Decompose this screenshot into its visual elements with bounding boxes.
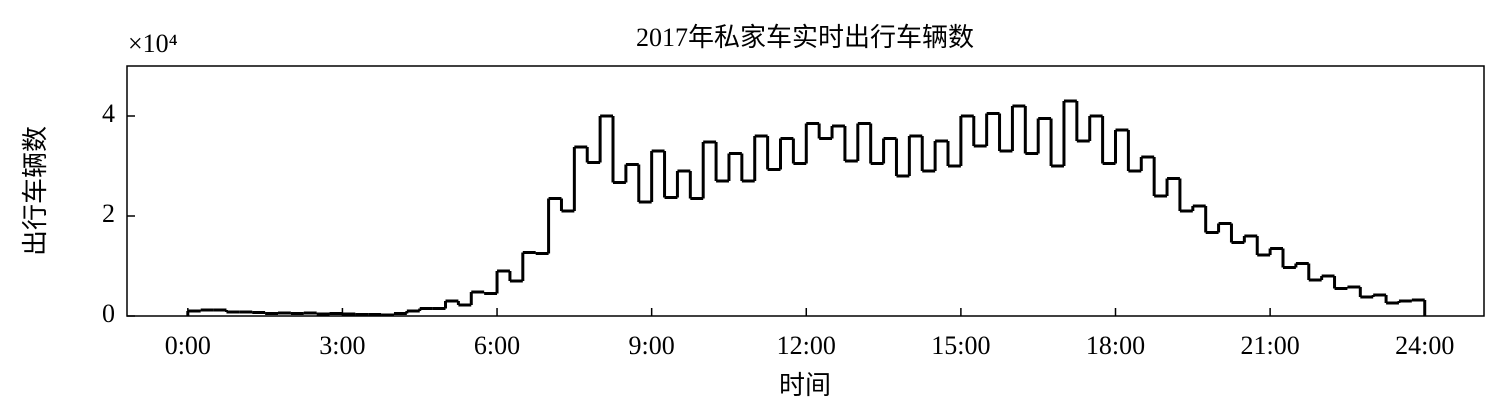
y-axis-label: 出行车辆数: [21, 126, 50, 256]
x-tick-label: 15:00: [931, 331, 990, 360]
x-axis-label: 时间: [779, 371, 831, 400]
plot-frame: [126, 65, 1485, 317]
y-tick-label: 0: [102, 299, 115, 328]
x-tick-label: 12:00: [777, 331, 836, 360]
chart-title: 2017年私家车实时出行车辆数: [636, 23, 974, 52]
x-tick-label: 21:00: [1240, 331, 1299, 360]
x-tick-label: 3:00: [319, 331, 365, 360]
y-tick-label: 4: [102, 99, 115, 128]
y-multiplier: ×10⁴: [128, 29, 178, 58]
x-tick-label: 24:00: [1395, 331, 1454, 360]
x-tick-label: 18:00: [1086, 331, 1145, 360]
x-tick-label: 6:00: [474, 331, 520, 360]
y-tick-label: 2: [102, 199, 115, 228]
x-tick-label: 9:00: [629, 331, 675, 360]
x-tick-label: 0:00: [165, 331, 211, 360]
